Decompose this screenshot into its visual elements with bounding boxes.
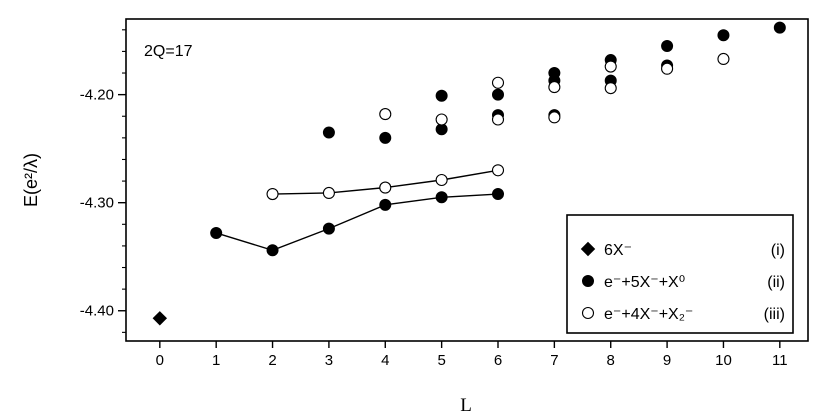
lines-layer	[215, 169, 499, 251]
data-point	[604, 60, 617, 73]
x-tick-label: 3	[325, 352, 333, 369]
data-point	[379, 108, 392, 121]
data-point	[322, 126, 335, 139]
data-point	[548, 81, 561, 94]
data-point	[492, 188, 504, 201]
x-tick-label: 6	[494, 352, 502, 369]
data-point	[322, 186, 335, 200]
data-point	[717, 52, 730, 66]
legend-label: e⁻+4X⁻+X₂⁻	[604, 306, 693, 323]
x-tick-label: 4	[381, 352, 389, 369]
y-tick-label: -4.30	[80, 195, 114, 212]
legend: 6X⁻ (i) e⁻+5X⁻+X⁰ (ii) e⁻+4X⁻+X₂⁻ (iii)	[566, 214, 794, 334]
data-point	[491, 76, 505, 89]
legend-tag: (i)	[771, 242, 785, 259]
legend-marker	[582, 275, 594, 287]
labels-layer: 0 1 2 3 4 5 6 7 8 9 10 11 -4.20 -4.30 -4.40	[80, 87, 788, 369]
x-tick-label: 10	[715, 352, 732, 369]
marks-layer	[152, 21, 786, 326]
y-axis-title: E(e²/λ)	[21, 153, 41, 207]
x-tick-label: 0	[156, 352, 164, 369]
y-tick-label: -4.20	[80, 87, 114, 104]
data-point	[717, 29, 730, 42]
legend-tag: (iii)	[764, 306, 785, 323]
x-tick-label: 9	[663, 352, 671, 369]
data-point	[152, 311, 168, 326]
legend-marker	[581, 306, 595, 320]
data-point	[266, 244, 279, 257]
data-point	[548, 111, 561, 124]
data-point	[210, 226, 223, 239]
data-point	[661, 62, 674, 75]
x-tick-label: 7	[550, 352, 558, 369]
legend-entries: 6X⁻ (i) e⁻+5X⁻+X⁰ (ii) e⁻+4X⁻+X₂⁻ (iii)	[580, 241, 785, 323]
legend-label: e⁻+5X⁻+X⁰	[604, 274, 685, 291]
y-tick-label: -4.40	[80, 303, 114, 320]
data-point	[379, 198, 392, 211]
legend-tag: (ii)	[767, 274, 785, 291]
x-tick-label: 1	[212, 352, 220, 369]
ticks-layer	[118, 29, 781, 348]
x-tick-label: 8	[607, 352, 615, 369]
data-point	[604, 82, 617, 95]
data-point	[379, 131, 392, 144]
data-point	[266, 187, 279, 201]
data-point	[773, 21, 786, 34]
x-axis-title: L	[460, 395, 472, 416]
legend-label: 6X⁻	[604, 242, 632, 259]
x-tick-label: 2	[268, 352, 276, 369]
plot-annotation: 2Q=17	[144, 43, 193, 60]
x-tick-label: 11	[772, 352, 788, 369]
data-point	[491, 164, 505, 177]
data-point	[491, 113, 505, 126]
x-tick-label: 5	[437, 352, 445, 369]
plot-frame	[125, 18, 809, 342]
data-point	[379, 181, 392, 194]
legend-box	[566, 214, 794, 334]
series-line	[215, 193, 499, 251]
data-point	[435, 191, 448, 204]
data-point	[435, 173, 448, 187]
data-point	[492, 88, 504, 101]
data-point	[435, 113, 448, 126]
data-point	[435, 89, 448, 102]
data-point	[322, 222, 335, 235]
legend-marker	[580, 241, 596, 257]
data-point	[661, 40, 674, 53]
